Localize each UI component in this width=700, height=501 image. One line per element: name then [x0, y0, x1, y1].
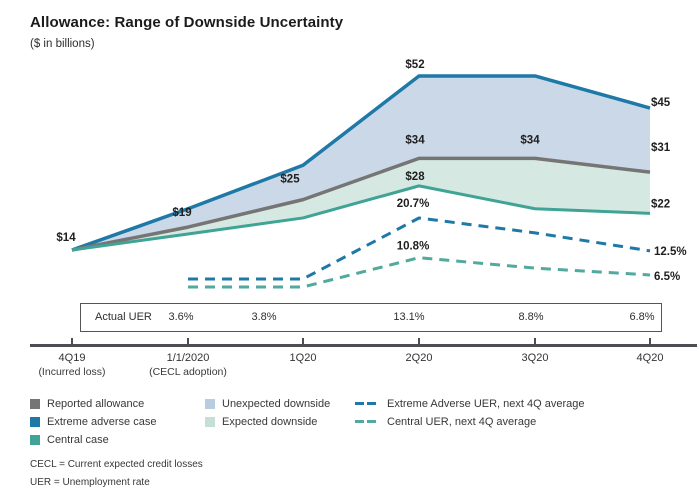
x-axis-tick — [418, 338, 420, 344]
legend-column-3: Extreme Adverse UER, next 4Q average Cen… — [355, 397, 584, 433]
legend-item-unexpected-downside: Unexpected downside — [205, 397, 330, 410]
actual-uer-value: 13.1% — [393, 311, 425, 323]
x-axis-label-4q19: 4Q19 (Incurred loss) — [38, 352, 106, 378]
reported-allowance-swatch-icon — [30, 398, 40, 409]
extreme-adverse-case-line — [71, 74, 651, 252]
legend-item-central-case: Central case — [30, 433, 156, 446]
central-uer-point-label: 10.8% — [397, 241, 430, 253]
legend-item-central-uer: Central UER, next 4Q average — [355, 415, 584, 428]
chart-units-subtitle: ($ in billions) — [30, 38, 95, 50]
actual-uer-value: 3.6% — [168, 311, 194, 323]
expected-downside-band — [72, 158, 650, 250]
actual-uer-value: 6.8% — [629, 311, 655, 323]
legend-item-reported-allowance: Reported allowance — [30, 397, 156, 410]
reported-allowance-point-label: $25 — [280, 174, 300, 186]
footnote-cecl: CECL = Current expected credit losses — [30, 459, 203, 470]
reported-allowance-point-label: $34 — [405, 134, 425, 146]
actual-uer-value: 3.8% — [251, 311, 277, 323]
extreme-adverse-case-point-label: $52 — [405, 59, 424, 71]
x-axis-tick — [534, 338, 536, 344]
reported-allowance-line — [71, 156, 651, 252]
footnote-uer: UER = Unemployment rate — [30, 477, 150, 488]
central-uer-line — [188, 256, 651, 289]
allowance-chart: $52 $45 $14 $19 $25 $34 $34 $31 $28 $22 20.7% 12.5%… — [56, 59, 687, 289]
extreme-adverse-swatch-icon — [30, 416, 40, 427]
x-axis-label-1-1-2020: 1/1/2020 (CECL adoption) — [149, 352, 227, 378]
x-axis-tick — [649, 338, 651, 344]
legend-item-extreme-adverse-uer: Extreme Adverse UER, next 4Q average — [355, 397, 584, 410]
extreme-adverse-uer-point-label: 12.5% — [654, 246, 687, 258]
x-axis-label-2q20: 2Q20 — [405, 352, 433, 364]
central-case-point-label: $22 — [651, 198, 670, 210]
reported-allowance-point-label: $31 — [651, 142, 671, 154]
x-axis-tick — [302, 338, 304, 344]
central-uer-point-label: 6.5% — [654, 271, 680, 283]
legend-item-extreme-adverse-case: Extreme adverse case — [30, 415, 156, 428]
reported-allowance-point-label: $19 — [172, 207, 191, 219]
x-axis-label-4q20: 4Q20 — [636, 352, 664, 364]
unexpected-downside-swatch-icon — [205, 398, 215, 409]
extreme-adverse-uer-line — [188, 216, 651, 281]
legend-item-expected-downside: Expected downside — [205, 415, 330, 428]
actual-uer-row-label: Actual UER — [95, 311, 152, 323]
expected-downside-swatch-icon — [205, 416, 215, 427]
legend-column-1: Reported allowance Extreme adverse case … — [30, 397, 156, 451]
actual-uer-table: Actual UER 3.6% 3.8% 13.1% 8.8% 6.8% — [80, 303, 662, 332]
x-axis-line — [30, 344, 697, 347]
legend-column-2: Unexpected downside Expected downside — [205, 397, 330, 433]
central-uer-dash-icon — [355, 420, 379, 423]
x-axis-tick — [71, 338, 73, 344]
central-case-point-label: $28 — [405, 171, 425, 183]
actual-uer-value: 8.8% — [518, 311, 544, 323]
x-axis-label-1q20: 1Q20 — [289, 352, 317, 364]
extreme-adverse-case-point-label: $45 — [651, 97, 671, 109]
central-case-swatch-icon — [30, 434, 40, 445]
extreme-adverse-uer-point-label: 20.7% — [397, 198, 430, 210]
reported-allowance-point-label: $34 — [520, 134, 540, 146]
x-axis-label-3q20: 3Q20 — [521, 352, 549, 364]
page-title: Allowance: Range of Downside Uncertainty — [30, 14, 344, 31]
reported-allowance-point-label: $14 — [56, 232, 76, 244]
x-axis-tick — [187, 338, 189, 344]
central-case-line — [71, 184, 651, 252]
extreme-adverse-uer-dash-icon — [355, 402, 379, 405]
unexpected-downside-band — [72, 75, 650, 251]
